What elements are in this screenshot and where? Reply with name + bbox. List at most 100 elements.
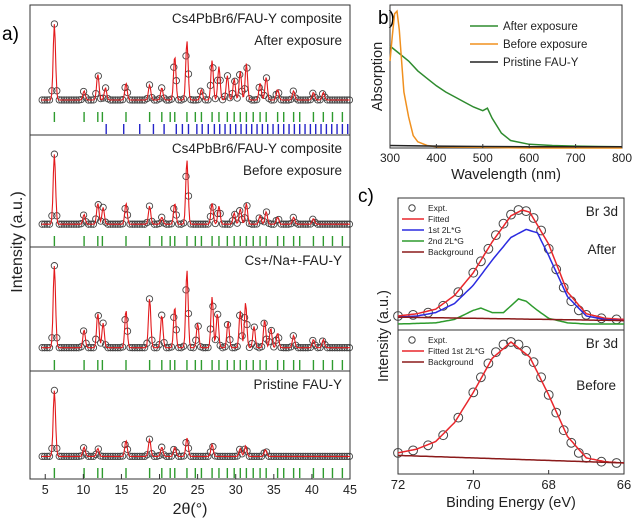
- panel-c-expt-point: [566, 437, 577, 448]
- panel-a-observed-point: [245, 343, 254, 352]
- panel-b-x-tick-label: 500: [473, 151, 493, 165]
- panel-c-legend-label: Background: [428, 357, 474, 367]
- panel-a-observed-point: [101, 84, 110, 92]
- panel-a-x-tick-label: 35: [267, 483, 281, 497]
- panel-a-observed-point: [231, 210, 239, 219]
- panel-a-observed-point: [236, 445, 244, 454]
- panel-a-observed-point: [292, 94, 300, 102]
- panel-c-expt-point: [438, 430, 449, 441]
- panel-a-observed-point: [287, 343, 295, 351]
- panel-a-observed-point: [257, 343, 266, 351]
- panel-b-x-axis-title: Wavelength (nm): [451, 167, 561, 183]
- panel-a-observed-point: [145, 81, 154, 89]
- panel-c-expt-point: [468, 267, 479, 278]
- panel-a-observed-point: [233, 219, 241, 227]
- panel-b-series-line: [389, 9, 622, 149]
- panel-c-expt-point: [476, 372, 486, 383]
- panel-c-legend-label: 2nd 2L*G: [428, 236, 464, 246]
- panel-b-label: b): [378, 8, 395, 29]
- panel-a-observed-point: [143, 94, 151, 103]
- panel-c-expt-point: [476, 256, 486, 267]
- panel-c-label: c): [358, 186, 374, 207]
- panel-c-expt-point: [498, 218, 509, 229]
- panel-a-fit-line: [41, 265, 350, 349]
- panel-c-series-line: [397, 228, 625, 322]
- panel-c-expt-point: [423, 440, 434, 451]
- panel-c-expt-point: [453, 412, 464, 423]
- panel-a-observed-point: [160, 94, 168, 102]
- panel-c-series-line: [397, 298, 624, 325]
- panel-a-observed-point: [221, 343, 229, 351]
- panel-b-y-axis-title: Absorption: [370, 42, 386, 111]
- panel-c-legend-label: Fitted 1st 2L*G: [428, 346, 485, 356]
- panel-a-observed-point: [97, 217, 105, 225]
- panel-a-observed-point: [262, 208, 271, 216]
- panel-a-subpanel-label: Cs+/Na+-FAU-Y: [244, 253, 342, 268]
- panel-c-y-axis-title: Intensity (a.u.): [376, 290, 392, 382]
- panel-c-expt-point: [528, 213, 539, 223]
- panel-a-observed-point: [77, 343, 85, 351]
- panel-c-expt-point: [528, 357, 539, 368]
- panel-a-observed-point: [240, 445, 249, 453]
- panel-c-series-line: [397, 209, 625, 321]
- panel-a-x-axis-title: 2θ(°): [173, 501, 208, 518]
- panel-c-subpanel-title: Br 3d: [586, 204, 618, 219]
- panel-a-observed-point: [79, 211, 88, 219]
- panel-c-x-tick-label: 66: [617, 477, 631, 492]
- panel-b-series-line: [389, 144, 622, 148]
- panel-a-label: a): [2, 24, 19, 45]
- panel-a-observed-point: [79, 87, 88, 96]
- panel-a-observed-point: [143, 451, 151, 459]
- panel-c-x-tick-label: 72: [391, 477, 405, 492]
- panel-a-observed-point: [197, 87, 205, 95]
- panel-c-expt-point: [483, 243, 494, 254]
- panel-a-frame: [29, 4, 351, 480]
- panel-a-observed-point: [314, 96, 322, 104]
- panel-a-observed-point: [99, 94, 107, 102]
- panel-a-subpanel-label: Cs4PbBr6/FAU-Y composite: [172, 11, 342, 26]
- panel-c-legend-label: Fitted: [428, 214, 450, 224]
- panel-c-legend-label: Background: [428, 247, 474, 257]
- panel-c-expt-point: [438, 300, 449, 311]
- panel-b-legend-label: Before exposure: [503, 39, 587, 51]
- panel-a-observed-point: [255, 214, 263, 222]
- panel-b-x-tick-label: 400: [426, 151, 446, 165]
- panel-a-observed-point: [211, 219, 219, 228]
- panel-a-x-tick-label: 40: [305, 483, 319, 497]
- panel-a-subpanel-label: Cs4PbBr6/FAU-Y composite: [172, 141, 342, 156]
- panel-a-observed-point: [275, 89, 283, 97]
- panel-a-observed-point: [155, 95, 163, 103]
- panel-a-observed-point: [94, 445, 102, 453]
- panel-c-legend-label: Expt.: [428, 203, 447, 213]
- panel-a-observed-point: [233, 342, 241, 351]
- panel-c-series-line: [398, 316, 624, 322]
- panel-c-expt-point: [536, 372, 546, 383]
- panel-b-x-tick-label: 300: [380, 151, 400, 165]
- panel-a-observed-point: [167, 95, 176, 103]
- panel-c-legend-swatch: [408, 336, 416, 344]
- panel-a-observed-point: [275, 215, 283, 224]
- panel-a-observed-point: [314, 344, 322, 352]
- panel-a-observed-point: [155, 451, 163, 460]
- panel-c-subpanel-label: Before: [576, 378, 616, 393]
- panel-a-fit-line: [41, 24, 350, 101]
- panel-a-observed-point: [158, 84, 166, 92]
- panel-c-expt-point: [506, 337, 516, 347]
- panel-c-frame: [397, 197, 625, 475]
- panel-a-subpanel-label: After exposure: [254, 33, 342, 48]
- panel-a-fit-line: [41, 154, 350, 225]
- panel-c-x-tick-label: 70: [466, 477, 480, 492]
- panel-a-observed-point: [262, 448, 271, 456]
- panel-a-observed-point: [155, 219, 163, 228]
- panel-a-observed-point: [101, 218, 110, 226]
- panel-a-x-tick-label: 25: [191, 483, 205, 497]
- panel-c-expt-point: [468, 387, 479, 398]
- panel-a-observed-point: [189, 344, 198, 352]
- panel-c-expt-point: [551, 407, 562, 418]
- panel-c-subpanel-title: Br 3d: [586, 336, 618, 351]
- panel-a-observed-point: [233, 94, 241, 102]
- panel-a-subpanel-label: Before exposure: [243, 163, 342, 178]
- panel-a-observed-point: [289, 332, 297, 340]
